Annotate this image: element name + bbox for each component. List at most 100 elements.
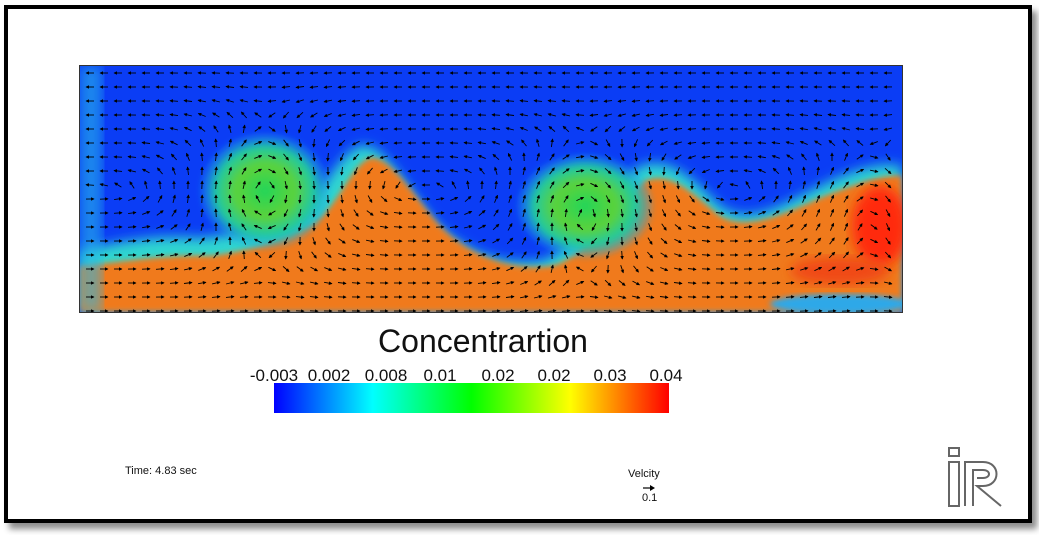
velocity-vector [701,169,710,174]
velocity-vector [605,195,611,204]
velocity-vector [255,181,261,189]
velocity-vector [802,194,807,203]
velocity-vector [814,252,822,258]
velocity-vector [662,166,666,176]
velocity-vector [169,113,179,117]
velocity-vector [505,281,515,285]
velocity-vector [855,127,865,131]
velocity-vector [435,169,445,173]
velocity-vector [673,127,683,131]
velocity-vector [380,225,389,229]
velocity-vector [563,195,569,203]
velocity-vector [575,238,584,244]
velocity-vector [561,113,571,117]
velocity-vector [701,239,711,243]
velocity-vector [715,211,725,215]
velocity-vector [673,281,683,285]
velocity-vector [800,281,809,285]
velocity-vector [843,237,849,245]
velocity-vector [200,222,204,232]
velocity-vector [802,180,806,190]
velocity-vector [281,295,291,299]
velocity-vector [646,266,654,272]
velocity-vector [253,281,263,285]
velocity-vector [590,126,598,132]
velocity-vector [170,153,178,161]
velocity-vector [843,195,849,203]
velocity-vector [576,280,585,286]
velocity-vector [225,85,235,89]
velocity-vector [522,166,526,176]
velocity-vector [463,155,472,159]
velocity-vector [521,139,527,147]
velocity-vector [634,153,638,162]
velocity-vector [365,141,375,145]
velocity-vector [785,113,795,117]
velocity-vector [815,223,821,231]
velocity-vector [788,180,792,190]
velocity-vector [337,85,347,89]
velocity-vector [648,223,653,232]
velocity-vector [310,266,319,272]
velocity-vector [590,182,599,188]
velocity-vector [549,153,555,161]
velocity-vector [340,166,344,176]
velocity-vector [506,140,514,146]
velocity-vector [311,125,317,133]
velocity-vector [771,239,781,243]
velocity-vector [477,127,487,131]
velocity-vector [800,266,809,271]
colorbar-tick-label: 0.01 [423,366,457,385]
velocity-vector [142,225,151,229]
velocity-vector [519,99,529,103]
velocity-vector [575,113,585,117]
velocity-vector [633,265,639,273]
velocity-vector [550,264,554,274]
velocity-vector [198,252,206,258]
velocity-vector [309,281,319,285]
velocity-vector [506,237,514,245]
velocity-vector [688,253,697,257]
velocity-vector [715,169,725,173]
velocity-vector [591,223,597,232]
velocity-vector [688,225,697,230]
velocity-vector [450,211,459,215]
bottom-patch [770,294,902,312]
velocity-vector [225,295,235,299]
velocity-vector [687,281,697,285]
velocity-vector [325,237,331,245]
velocity-vector [323,99,332,103]
velocity-vector [228,138,232,148]
velocity-vector [466,180,470,190]
velocity-vector [312,152,316,162]
velocity-vector [520,295,529,299]
velocity-vector [885,223,891,232]
velocity-vector [870,197,879,201]
velocity-vector [477,267,487,271]
velocity-vector [772,253,781,257]
velocity-vector [815,208,821,217]
velocity-vector [536,236,540,246]
velocity-vector [674,238,683,244]
velocity-vector [519,113,528,117]
velocity-vector [547,112,557,117]
velocity-vector [241,208,247,217]
velocity-vector [295,295,305,299]
velocity-vector [241,167,247,175]
velocity-vector [675,209,681,217]
velocity-vector [701,253,711,257]
velocity-vector [127,225,137,229]
velocity-vector [715,197,725,201]
velocity-vector [828,139,836,147]
velocity-vector [883,113,893,117]
velocity-vector [298,222,302,232]
velocity-vector [296,266,304,272]
velocity-vector [870,183,879,187]
velocity-vector [857,209,863,217]
velocity-vector [479,195,485,203]
velocity-vector [449,225,459,229]
velocity-vector [605,181,611,189]
velocity-vector [648,209,652,218]
velocity-vector [620,250,624,260]
velocity-vector [228,152,233,161]
